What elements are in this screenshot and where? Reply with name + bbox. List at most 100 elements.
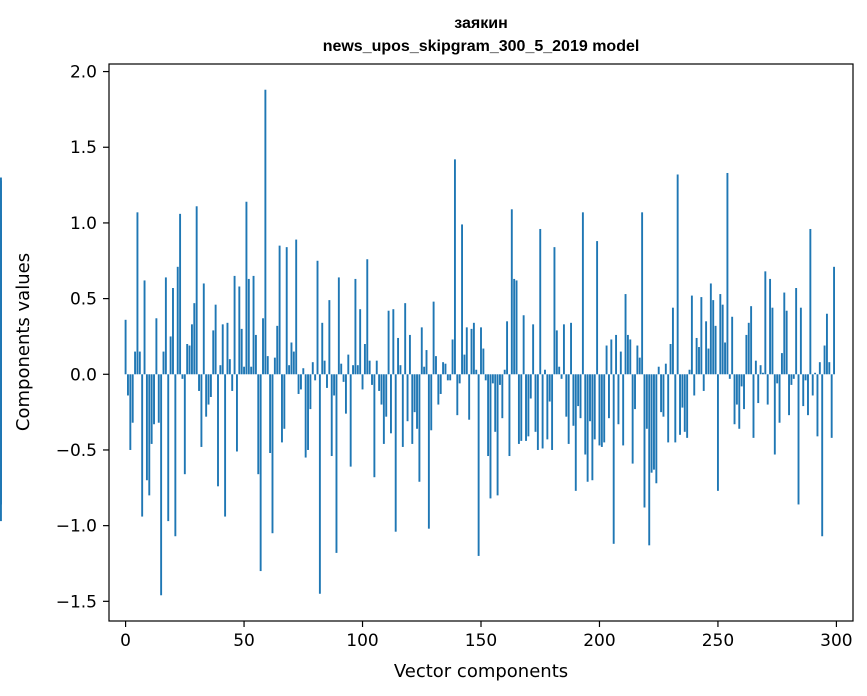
bar bbox=[541, 374, 544, 449]
bar bbox=[406, 374, 409, 422]
bar bbox=[605, 345, 608, 375]
bar bbox=[724, 342, 726, 375]
bar bbox=[472, 322, 475, 375]
bar bbox=[814, 372, 817, 375]
bar bbox=[399, 365, 402, 375]
bar bbox=[769, 278, 772, 375]
bar bbox=[193, 303, 196, 375]
bar bbox=[252, 275, 255, 375]
bar bbox=[759, 365, 762, 375]
bar bbox=[634, 374, 636, 410]
bar bbox=[382, 374, 385, 444]
bar bbox=[660, 374, 663, 413]
bar bbox=[243, 366, 246, 375]
bar bbox=[124, 319, 127, 375]
bar bbox=[690, 295, 693, 375]
bar bbox=[387, 310, 390, 375]
bar bbox=[250, 366, 253, 375]
bar bbox=[456, 374, 459, 416]
bar bbox=[693, 374, 696, 396]
bar bbox=[671, 307, 674, 375]
bar bbox=[562, 324, 565, 375]
bar bbox=[295, 239, 298, 375]
bar bbox=[328, 300, 331, 375]
bar bbox=[463, 354, 466, 375]
bar bbox=[612, 374, 615, 544]
bar bbox=[705, 321, 708, 375]
bar bbox=[292, 351, 295, 375]
bar bbox=[236, 374, 238, 452]
bar bbox=[721, 304, 724, 375]
axis-ticks: 0 50 100 150 200 250 300 2.0 1.5 1.0 0.5 0.0 −0.5 −1.… bbox=[56, 63, 853, 651]
bar bbox=[667, 374, 670, 443]
bar bbox=[129, 374, 132, 450]
bar bbox=[288, 365, 291, 375]
bar bbox=[188, 345, 191, 375]
bar bbox=[506, 321, 509, 375]
bar bbox=[700, 297, 703, 375]
bar bbox=[596, 241, 599, 375]
bar bbox=[714, 325, 717, 375]
bar bbox=[359, 309, 362, 375]
bar bbox=[437, 374, 440, 405]
bar bbox=[276, 325, 279, 375]
bar bbox=[169, 336, 172, 375]
bar bbox=[245, 201, 248, 375]
bar bbox=[439, 374, 442, 394]
bar bbox=[131, 374, 134, 423]
bar bbox=[214, 304, 217, 375]
bar bbox=[733, 374, 736, 425]
bar bbox=[240, 328, 243, 375]
bar bbox=[804, 374, 807, 381]
bar bbox=[496, 374, 499, 496]
bar bbox=[465, 327, 468, 375]
bar bbox=[603, 374, 606, 443]
bar bbox=[155, 318, 158, 375]
bar bbox=[179, 213, 182, 375]
bar bbox=[323, 360, 326, 375]
bar bbox=[608, 374, 610, 419]
y-tick-label: −0.5 bbox=[56, 441, 97, 461]
bar bbox=[195, 206, 198, 375]
bar bbox=[586, 374, 589, 482]
bar bbox=[655, 374, 658, 484]
bar bbox=[797, 374, 800, 505]
bar bbox=[418, 374, 421, 482]
bar bbox=[453, 159, 456, 375]
bar bbox=[262, 318, 264, 375]
bar bbox=[127, 374, 129, 396]
bar bbox=[413, 374, 416, 413]
bar bbox=[818, 362, 821, 375]
bar bbox=[638, 357, 641, 375]
bar bbox=[221, 324, 224, 375]
bar bbox=[435, 356, 437, 375]
bar bbox=[330, 374, 333, 457]
bar bbox=[397, 337, 400, 375]
bar bbox=[446, 374, 449, 381]
bar bbox=[134, 351, 137, 375]
y-axis-label: Components values bbox=[13, 253, 34, 431]
bar bbox=[264, 89, 267, 375]
bar bbox=[740, 374, 743, 387]
bar bbox=[522, 315, 525, 375]
bar bbox=[539, 228, 542, 375]
bar bbox=[141, 374, 144, 517]
bar bbox=[754, 360, 757, 375]
x-tick-label: 50 bbox=[233, 631, 255, 651]
bar bbox=[342, 374, 345, 382]
bar bbox=[373, 374, 376, 478]
bar bbox=[233, 275, 236, 375]
bar bbox=[207, 374, 210, 405]
bar bbox=[503, 369, 506, 375]
bar bbox=[631, 374, 634, 464]
bar bbox=[598, 374, 601, 446]
bar bbox=[619, 351, 622, 375]
bar bbox=[738, 374, 741, 429]
bar bbox=[792, 374, 795, 379]
bar bbox=[487, 374, 490, 457]
bar bbox=[570, 322, 572, 375]
bar bbox=[371, 374, 373, 385]
bar bbox=[302, 368, 305, 375]
bar bbox=[811, 374, 814, 396]
